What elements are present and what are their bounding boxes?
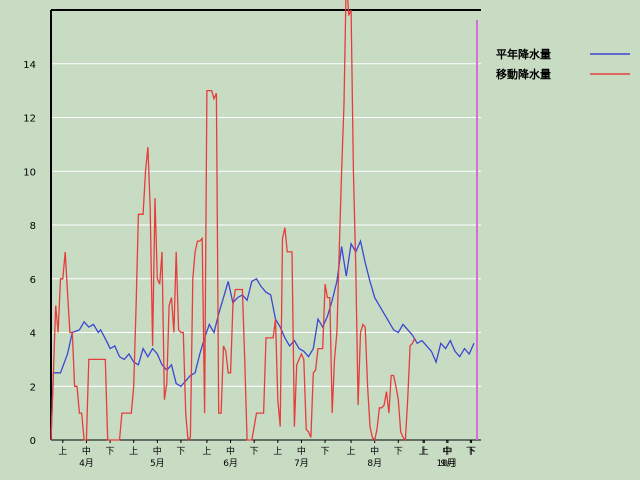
legend-label-normal: 平年降水量 bbox=[496, 47, 551, 61]
x-month-label: 10月 bbox=[437, 458, 457, 469]
x-period-label: 中 bbox=[443, 445, 452, 457]
tick-labels: 02468101214上中下4月上中下5月上中下6月上中下7月上中下8月上中下9… bbox=[23, 60, 476, 469]
legend-label-moving: 移動降水量 bbox=[496, 67, 551, 81]
x-period-label: 上 bbox=[419, 446, 428, 457]
x-period-label: 中 bbox=[442, 445, 451, 457]
x-period-label: 下 bbox=[176, 447, 185, 457]
y-tick-label: 14 bbox=[23, 60, 36, 71]
series-lines bbox=[50, 0, 475, 442]
x-period-label: 上 bbox=[202, 446, 211, 457]
x-period-label: 上 bbox=[129, 446, 138, 457]
x-period-label: 上 bbox=[58, 446, 67, 457]
series-normal-line bbox=[50, 238, 475, 441]
x-period-label: 上 bbox=[347, 446, 356, 457]
series-moving-line bbox=[50, 0, 416, 442]
x-month-label: 4月 bbox=[79, 458, 94, 469]
y-tick-label: 8 bbox=[30, 221, 36, 232]
x-period-label: 下 bbox=[467, 447, 476, 457]
x-period-label: 下 bbox=[106, 447, 115, 457]
y-tick-label: 4 bbox=[30, 329, 36, 340]
x-period-label: 中 bbox=[297, 445, 306, 457]
x-period-label: 下 bbox=[466, 447, 475, 457]
x-period-label: 中 bbox=[370, 445, 379, 457]
x-period-label: 上 bbox=[273, 446, 282, 457]
x-month-label: 6月 bbox=[223, 458, 238, 469]
axes bbox=[50, 9, 481, 443]
x-period-label: 中 bbox=[153, 445, 162, 457]
x-period-label: 中 bbox=[226, 445, 235, 457]
x-period-label: 上 bbox=[420, 446, 429, 457]
x-period-label: 下 bbox=[250, 447, 259, 457]
x-month-label: 7月 bbox=[294, 458, 309, 469]
y-tick-label: 6 bbox=[30, 275, 36, 286]
x-month-label: 8月 bbox=[367, 458, 382, 469]
x-month-label: 9月 bbox=[441, 458, 456, 469]
grid bbox=[51, 63, 481, 387]
x-period-label: 中 bbox=[82, 445, 91, 457]
x-month-label: 5月 bbox=[150, 458, 165, 469]
x-period-label: 下 bbox=[321, 447, 330, 457]
y-tick-label: 12 bbox=[23, 114, 36, 125]
x-period-label: 下 bbox=[394, 447, 403, 457]
y-tick-label: 10 bbox=[23, 167, 36, 178]
y-tick-label: 2 bbox=[30, 382, 36, 393]
legend: 平年降水量 移動降水量 bbox=[496, 47, 630, 81]
y-tick-label: 0 bbox=[30, 436, 36, 447]
